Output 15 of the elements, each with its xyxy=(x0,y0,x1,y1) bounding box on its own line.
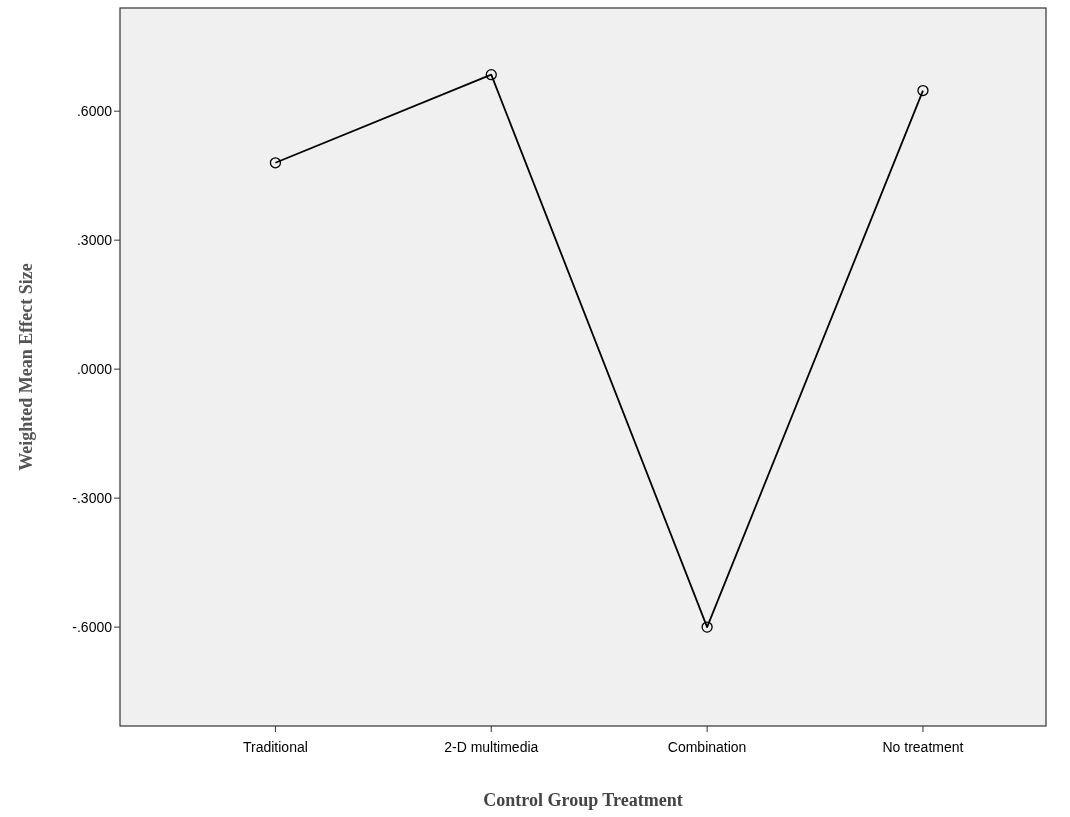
y-tick-label: .0000 xyxy=(76,361,113,378)
point xyxy=(701,621,713,633)
y-tick-label: -.6000 xyxy=(72,619,113,636)
y-tick-label: .3000 xyxy=(76,232,113,249)
y-axis-title: Weighted Mean Effect Size xyxy=(16,263,36,471)
point xyxy=(485,68,497,81)
y-tick-label: -.3000 xyxy=(72,490,113,507)
x-tick-label: 2-D multimedia xyxy=(444,739,539,755)
point xyxy=(917,84,929,97)
y-tick-label: .6000 xyxy=(76,103,113,120)
x-tick-label: Combination xyxy=(667,739,747,755)
x-axis-title: Control Group Treatment xyxy=(483,790,683,810)
x-tick-label: Traditional xyxy=(242,739,308,755)
point xyxy=(269,157,282,169)
x-tick-label: No treatment xyxy=(882,739,964,755)
